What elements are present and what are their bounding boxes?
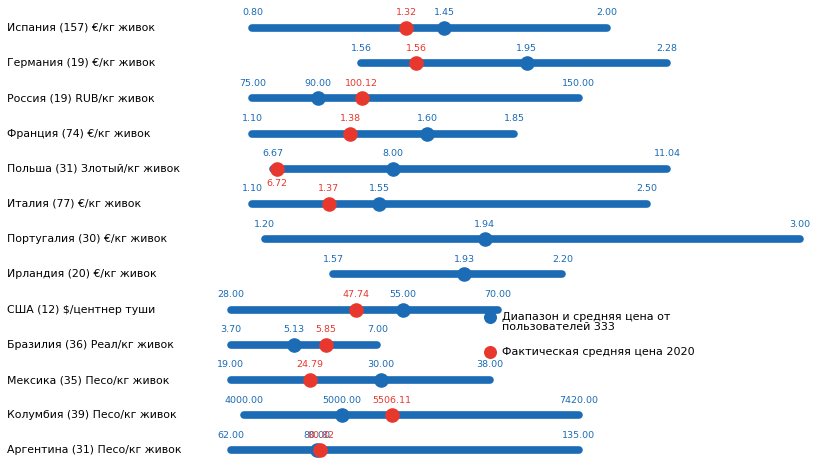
Text: 4000.00: 4000.00 — [224, 396, 264, 405]
Text: 75.00: 75.00 — [238, 79, 265, 88]
Point — [310, 95, 324, 102]
Text: 8.00: 8.00 — [382, 149, 403, 158]
Point — [373, 200, 386, 208]
Text: Португалия (30) €/кг живок: Португалия (30) €/кг живок — [7, 234, 167, 244]
Point — [386, 165, 399, 172]
Text: 2.50: 2.50 — [636, 184, 657, 193]
Text: 135.00: 135.00 — [561, 431, 595, 440]
Text: 1.95: 1.95 — [516, 44, 536, 53]
Point — [396, 306, 409, 314]
Text: Франция (74) €/кг живок: Франция (74) €/кг живок — [7, 129, 150, 139]
Point — [410, 59, 423, 67]
Text: Мексика (35) Песо/кг живок: Мексика (35) Песо/кг живок — [7, 375, 169, 385]
Text: 100.12: 100.12 — [345, 79, 378, 88]
Text: 80.82: 80.82 — [306, 431, 333, 440]
Text: 1.94: 1.94 — [473, 219, 495, 228]
Text: Испания (157) €/кг живок: Испания (157) €/кг живок — [7, 23, 155, 33]
Text: 5506.11: 5506.11 — [372, 396, 410, 405]
Text: 1.45: 1.45 — [433, 9, 455, 18]
Text: Польша (31) Злотый/кг живок: Польша (31) Злотый/кг живок — [7, 164, 179, 174]
Text: 7.00: 7.00 — [366, 325, 387, 334]
Point — [399, 24, 412, 32]
Text: Италия (77) €/кг живок: Италия (77) €/кг живок — [7, 199, 141, 209]
Text: 150.00: 150.00 — [561, 79, 595, 88]
Text: 11.04: 11.04 — [653, 149, 680, 158]
Point — [457, 271, 470, 278]
Text: 6.67: 6.67 — [262, 149, 283, 158]
Text: Диапазон и средняя цена от: Диапазон и средняя цена от — [501, 312, 670, 322]
Point — [420, 130, 433, 137]
Text: 5.13: 5.13 — [283, 325, 305, 334]
Text: Колумбия (39) Песо/кг живок: Колумбия (39) Песо/кг живок — [7, 410, 176, 420]
Text: 0.80: 0.80 — [242, 9, 263, 18]
Point — [477, 236, 491, 243]
Text: 70.00: 70.00 — [484, 290, 511, 299]
Text: Аргентина (31) Песо/кг живок: Аргентина (31) Песо/кг живок — [7, 446, 181, 456]
Point — [350, 306, 363, 314]
Point — [303, 376, 316, 384]
Point — [319, 341, 333, 349]
Text: 1.57: 1.57 — [322, 255, 343, 264]
Text: 24.79: 24.79 — [296, 361, 323, 370]
Point — [335, 411, 348, 419]
Text: 1.32: 1.32 — [395, 9, 416, 18]
Text: 1.37: 1.37 — [318, 184, 339, 193]
Point — [385, 411, 398, 419]
Text: 1.10: 1.10 — [242, 184, 263, 193]
Text: 30.00: 30.00 — [367, 361, 394, 370]
Text: 3.00: 3.00 — [789, 219, 809, 228]
Point — [373, 376, 387, 384]
Text: 1.93: 1.93 — [453, 255, 474, 264]
Text: 5.85: 5.85 — [315, 325, 337, 334]
Point — [483, 348, 496, 356]
Text: Ирландия (20) €/кг живок: Ирландия (20) €/кг живок — [7, 269, 156, 279]
Text: 1.60: 1.60 — [416, 114, 437, 123]
Point — [355, 95, 368, 102]
Text: 1.55: 1.55 — [369, 184, 389, 193]
Text: США (12) $/центнер туши: США (12) $/центнер туши — [7, 304, 155, 314]
Point — [483, 313, 496, 321]
Point — [287, 341, 301, 349]
Text: 62.00: 62.00 — [217, 431, 244, 440]
Point — [520, 59, 533, 67]
Text: 90.00: 90.00 — [304, 79, 331, 88]
Text: 7420.00: 7420.00 — [559, 396, 597, 405]
Text: Бразилия (36) Реал/кг живок: Бразилия (36) Реал/кг живок — [7, 340, 174, 350]
Point — [437, 24, 450, 32]
Point — [310, 446, 323, 454]
Text: 1.85: 1.85 — [503, 114, 524, 123]
Text: 2.28: 2.28 — [656, 44, 676, 53]
Point — [270, 165, 283, 172]
Text: 5000.00: 5000.00 — [322, 396, 361, 405]
Text: 47.74: 47.74 — [342, 290, 369, 299]
Text: 38.00: 38.00 — [476, 361, 503, 370]
Text: пользователей 333: пользователей 333 — [501, 322, 614, 332]
Text: 2.20: 2.20 — [551, 255, 572, 264]
Text: 19.00: 19.00 — [217, 361, 244, 370]
Text: 1.10: 1.10 — [242, 114, 263, 123]
Text: 28.00: 28.00 — [217, 290, 244, 299]
Point — [322, 200, 335, 208]
Text: 3.70: 3.70 — [220, 325, 241, 334]
Text: 80.00: 80.00 — [303, 431, 329, 440]
Point — [343, 130, 356, 137]
Text: Фактическая средняя цена 2020: Фактическая средняя цена 2020 — [501, 347, 694, 357]
Text: 55.00: 55.00 — [388, 290, 415, 299]
Text: 1.38: 1.38 — [339, 114, 360, 123]
Point — [314, 446, 327, 454]
Text: 1.56: 1.56 — [405, 44, 427, 53]
Text: 1.56: 1.56 — [351, 44, 371, 53]
Text: Германия (19) €/кг живок: Германия (19) €/кг живок — [7, 58, 155, 68]
Text: 1.20: 1.20 — [254, 219, 274, 228]
Text: 6.72: 6.72 — [266, 180, 287, 188]
Text: Россия (19) RUB/кг живок: Россия (19) RUB/кг живок — [7, 94, 154, 104]
Text: 2.00: 2.00 — [595, 9, 617, 18]
